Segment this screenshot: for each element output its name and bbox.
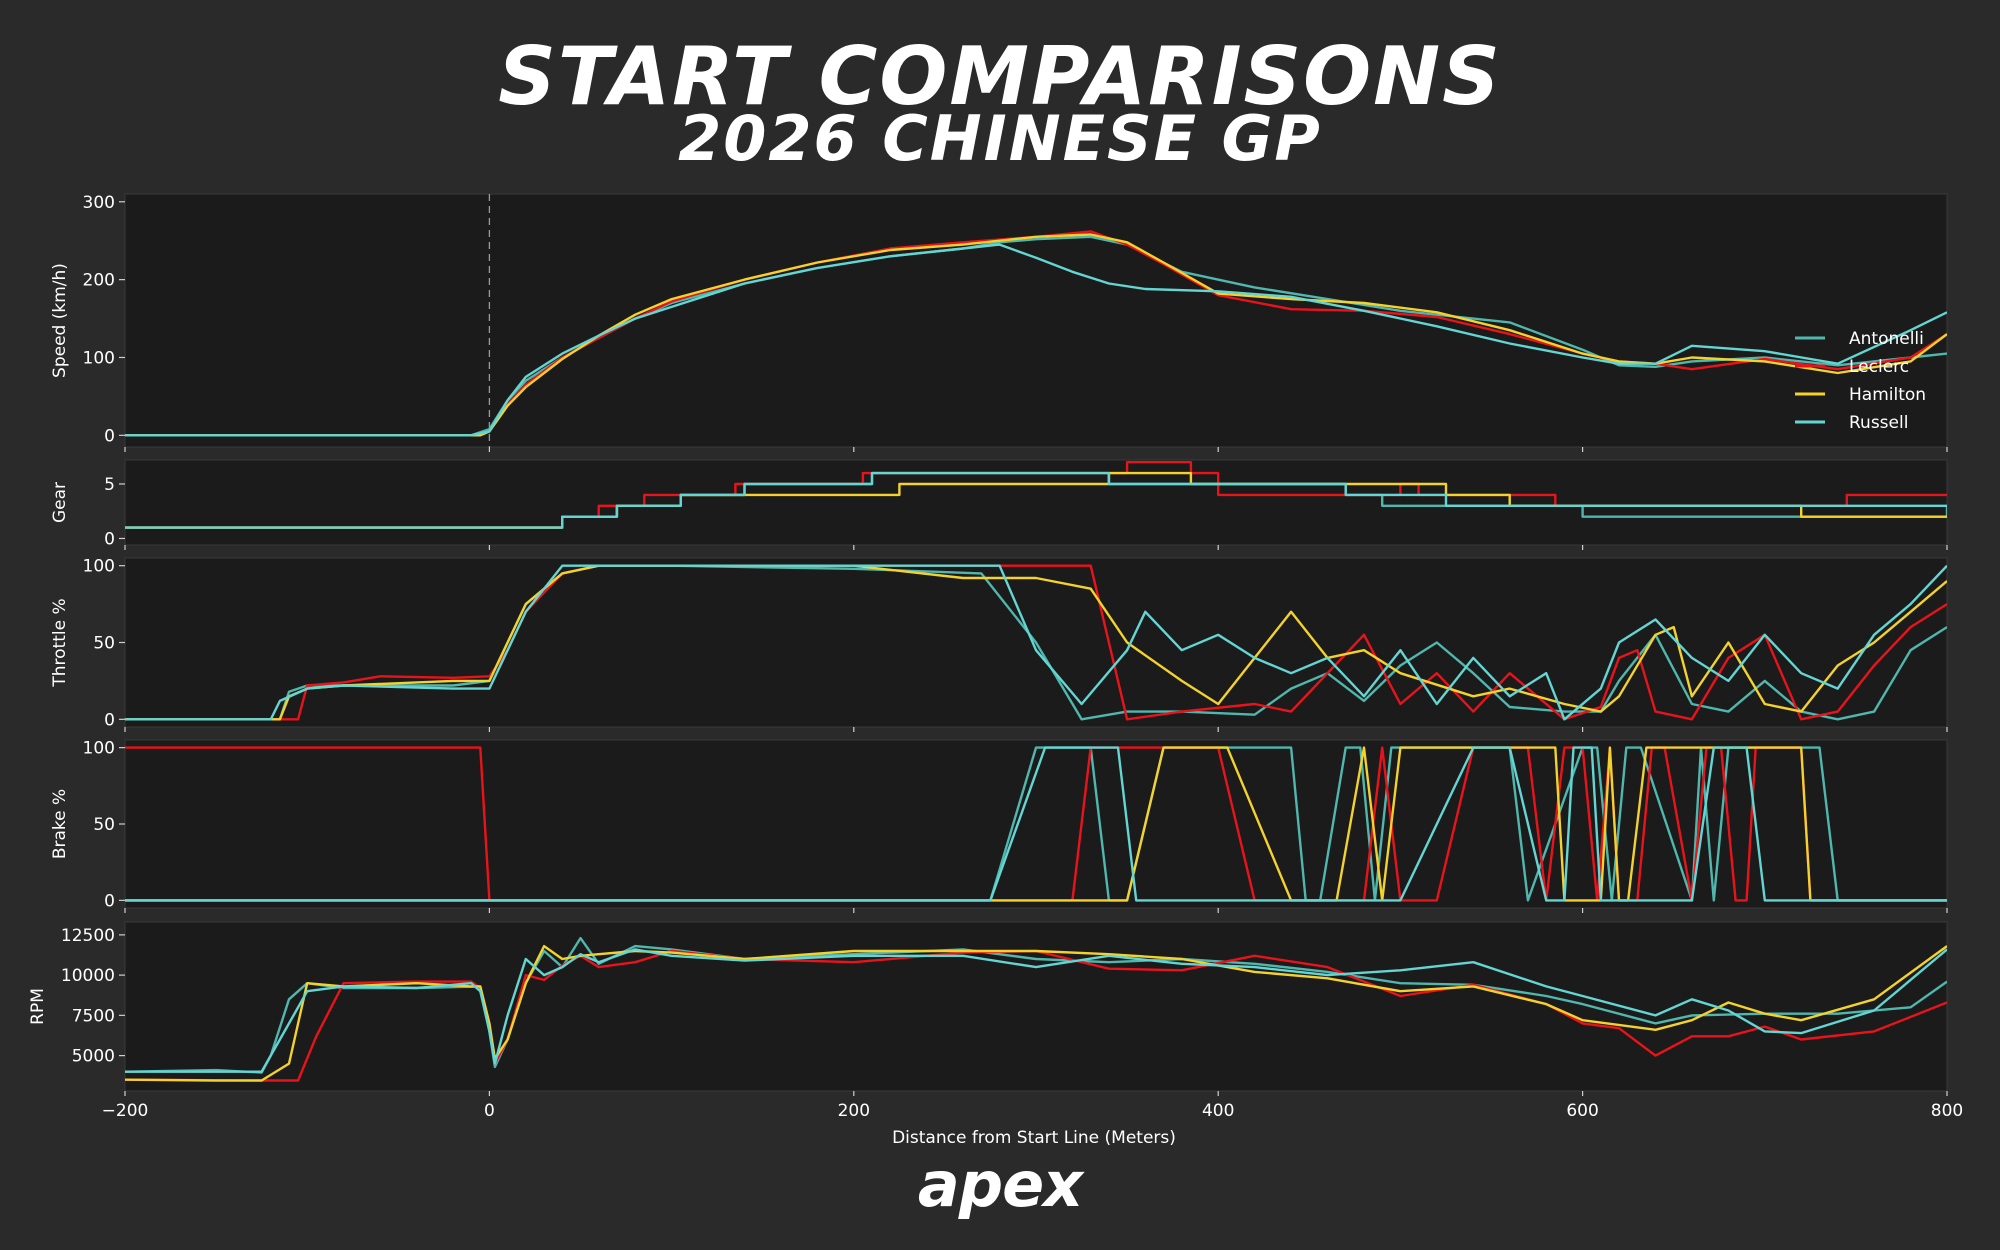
series-group-rpm [125,936,1947,1082]
y-axis-label-gear: Gear [50,482,70,523]
y-tick-label: 100 [83,739,115,759]
series-line-speed-hamilton [125,233,1947,437]
series-group-speed [125,230,1947,437]
y-tick-label: 0 [104,710,115,730]
x-tick-label: 800 [1931,1101,1963,1121]
y-tick-label: 10000 [61,966,115,986]
series-line-rpm-antonelli [125,936,1947,1074]
chart-subtitle: 2026 CHINESE GP [678,102,1322,175]
panel-background-speed [124,193,1948,448]
y-tick-label: 5 [104,475,115,495]
panel-speed: 0 100 200 300 Speed (km/h) [50,193,1948,452]
y-tick-label: 50 [93,815,115,835]
x-tick-label: −200 [102,1101,149,1121]
y-axis-label-speed: Speed (km/h) [50,263,70,378]
apex-logo: apex [917,1148,1083,1221]
y-tick-label: 300 [83,193,115,213]
series-line-rpm-russell [125,948,1947,1073]
y-tick-label: 200 [83,271,115,291]
y-tick-label: 0 [104,529,115,549]
y-tick-label: 0 [104,891,115,911]
y-axis-label-rpm: RPM [28,988,48,1025]
legend-label-antonelli: Antonelli [1849,329,1924,349]
x-tick-label: 200 [838,1101,870,1121]
x-tick-label: 400 [1202,1101,1234,1121]
series-line-gear-russell [125,471,1947,529]
series-line-speed-russell [125,243,1947,437]
y-axis-label-brake: Brake % [50,789,70,859]
chart-title: START COMPARISONS [498,30,1502,123]
series-group-brake [125,746,1947,902]
panel-rpm: 5000 7500 10000 12500 RPM [28,921,1948,1096]
y-tick-label: 7500 [72,1006,115,1026]
series-line-brake-russell [125,746,1947,902]
x-tick-label: 0 [484,1101,495,1121]
series-group-gear [125,461,1947,529]
y-tick-label: 12500 [61,926,115,946]
panel-gear: 0 5 Gear [50,459,1948,550]
series-line-rpm-leclerc [125,949,1947,1082]
panel-background-brake [124,739,1948,909]
panels-layer: 0 100 200 300 Speed (km/h) 0 5 Gear 0 50 100 Thrott… [28,193,1948,1096]
x-axis: Distance from Start Line (Meters) −200 0 2… [102,1101,1964,1148]
legend: Antonelli Leclerc Hamilton Russell [1795,329,1926,433]
series-line-throttle-russell [125,564,1947,721]
panel-throttle: 0 50 100 Throttle % [50,557,1948,732]
y-tick-label: 100 [83,557,115,577]
y-tick-label: 50 [93,634,115,654]
y-axis-label-throttle: Throttle % [50,598,70,687]
legend-label-leclerc: Leclerc [1849,357,1909,377]
x-axis-label: Distance from Start Line (Meters) [892,1128,1176,1148]
y-tick-label: 0 [104,426,115,446]
y-tick-label: 100 [83,348,115,368]
y-tick-label: 5000 [72,1047,115,1067]
legend-label-russell: Russell [1849,413,1908,433]
series-group-throttle [125,564,1947,721]
x-tick-label: 600 [1566,1101,1598,1121]
legend-label-hamilton: Hamilton [1849,385,1926,405]
series-line-rpm-hamilton [125,944,1947,1082]
panel-background-gear [124,459,1948,546]
panel-brake: 0 50 100 Brake % [50,739,1948,913]
